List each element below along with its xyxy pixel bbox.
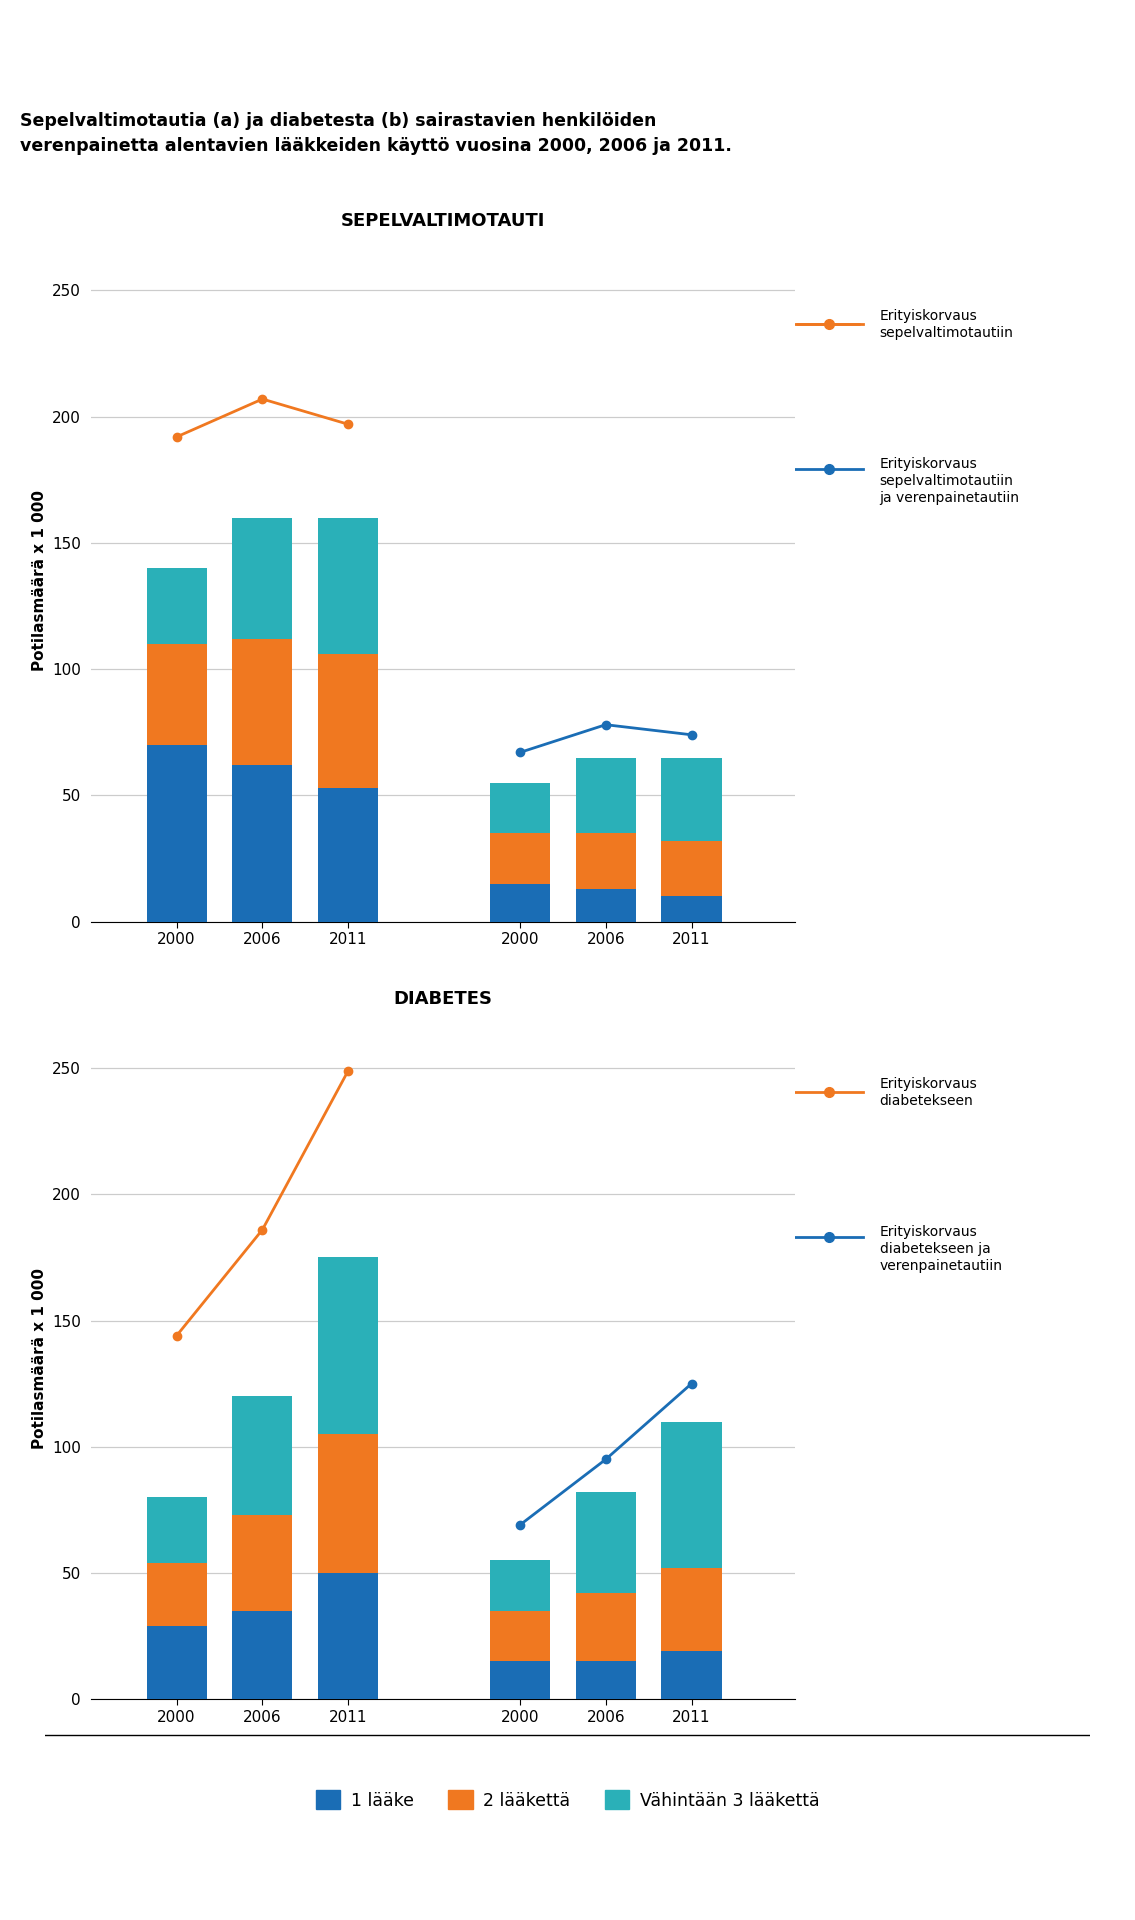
Bar bbox=[146, 643, 207, 745]
Bar bbox=[490, 1561, 550, 1611]
Bar bbox=[146, 745, 207, 922]
Title: SEPELVALTIMOTAUTI: SEPELVALTIMOTAUTI bbox=[340, 211, 545, 230]
Bar bbox=[233, 1515, 293, 1611]
Bar bbox=[233, 1396, 293, 1515]
Bar bbox=[575, 1661, 636, 1699]
Bar bbox=[662, 1421, 722, 1569]
Bar bbox=[318, 655, 378, 787]
Bar bbox=[146, 1498, 207, 1563]
Bar bbox=[490, 883, 550, 922]
Text: Erityiskorvaus
diabetekseen: Erityiskorvaus diabetekseen bbox=[880, 1077, 977, 1108]
Bar bbox=[233, 639, 293, 764]
Bar bbox=[662, 1569, 722, 1651]
Bar bbox=[575, 1492, 636, 1594]
Text: KUVIO 1.: KUVIO 1. bbox=[14, 25, 117, 44]
Bar bbox=[662, 758, 722, 841]
Text: Erityiskorvaus
diabetekseen ja
verenpainetautiin: Erityiskorvaus diabetekseen ja verenpain… bbox=[880, 1225, 1002, 1273]
Bar bbox=[575, 889, 636, 922]
Bar bbox=[490, 783, 550, 833]
Bar bbox=[233, 764, 293, 922]
Bar bbox=[146, 1626, 207, 1699]
Bar bbox=[490, 1661, 550, 1699]
Bar bbox=[233, 1611, 293, 1699]
Bar bbox=[318, 1434, 378, 1572]
Y-axis label: Potilasmäärä x 1 000: Potilasmäärä x 1 000 bbox=[32, 1267, 47, 1450]
Bar bbox=[575, 1594, 636, 1661]
Y-axis label: Potilasmäärä x 1 000: Potilasmäärä x 1 000 bbox=[32, 490, 47, 672]
Bar bbox=[575, 758, 636, 833]
Bar bbox=[490, 833, 550, 883]
Bar bbox=[662, 841, 722, 897]
Bar bbox=[490, 1611, 550, 1661]
Bar bbox=[318, 787, 378, 922]
Bar bbox=[318, 518, 378, 655]
Bar bbox=[318, 1572, 378, 1699]
Text: Sepelvaltimotautia (a) ja diabetesta (b) sairastavien henkilöiden
verenpainetta : Sepelvaltimotautia (a) ja diabetesta (b)… bbox=[20, 111, 732, 154]
Bar bbox=[575, 833, 636, 889]
Text: Erityiskorvaus
sepelvaltimotautiin
ja verenpainetautiin: Erityiskorvaus sepelvaltimotautiin ja ve… bbox=[880, 457, 1019, 505]
Text: Erityiskorvaus
sepelvaltimotautiin: Erityiskorvaus sepelvaltimotautiin bbox=[880, 309, 1014, 340]
Bar bbox=[146, 568, 207, 643]
Bar bbox=[662, 897, 722, 922]
Legend: 1 lääke, 2 lääkettä, Vähintään 3 lääkettä: 1 lääke, 2 lääkettä, Vähintään 3 lääkett… bbox=[316, 1789, 819, 1811]
Bar bbox=[662, 1651, 722, 1699]
Bar bbox=[146, 1563, 207, 1626]
Bar bbox=[233, 518, 293, 639]
Bar bbox=[318, 1258, 378, 1434]
Title: DIABETES: DIABETES bbox=[393, 989, 493, 1008]
